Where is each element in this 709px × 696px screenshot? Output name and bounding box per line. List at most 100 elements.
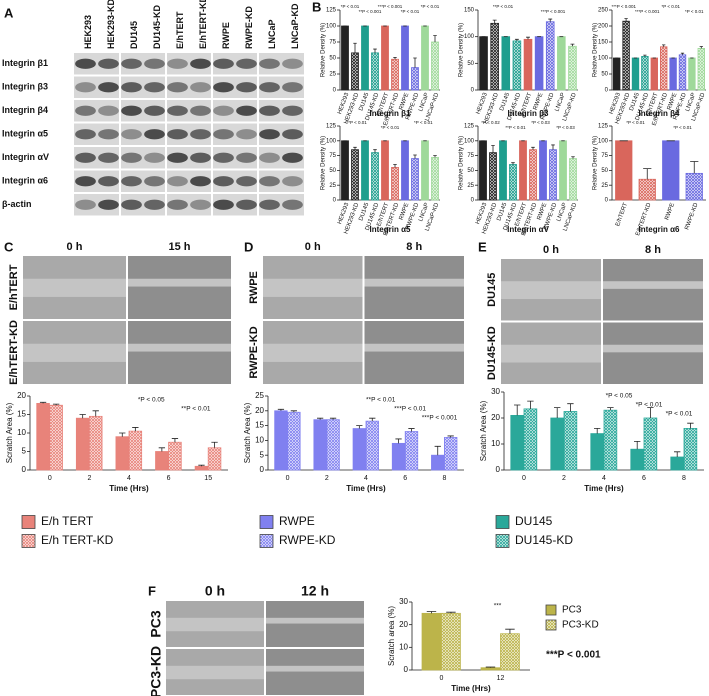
error-bar bbox=[687, 422, 694, 429]
blot-band bbox=[144, 129, 165, 140]
annotation: **P < 0.01 bbox=[505, 125, 526, 130]
error-bar bbox=[624, 18, 628, 22]
y-tick-label: 100 bbox=[598, 138, 609, 144]
bar bbox=[431, 454, 445, 471]
blot-column-label: DU145-KD bbox=[152, 4, 162, 49]
blot-row-label: Integrin αV bbox=[2, 152, 49, 162]
error-bar bbox=[548, 18, 553, 22]
annotation: ***P < 0.001 bbox=[541, 9, 566, 14]
error-bar bbox=[373, 149, 377, 153]
y-tick-label: 15 bbox=[255, 421, 264, 430]
blot-band bbox=[259, 105, 280, 116]
bar bbox=[421, 25, 429, 91]
error-bar bbox=[373, 48, 377, 53]
time-label: 0 h bbox=[305, 241, 321, 253]
annotation: **P < 0.01 bbox=[366, 397, 396, 404]
legend-label: DU145-KD bbox=[515, 533, 573, 547]
blot-band bbox=[121, 58, 142, 69]
bar bbox=[479, 140, 487, 201]
bar bbox=[638, 178, 656, 201]
blot-band bbox=[98, 176, 119, 187]
x-tick-label: 2 bbox=[325, 475, 329, 482]
error-bar bbox=[647, 407, 654, 418]
error-bar bbox=[171, 438, 179, 443]
bar bbox=[479, 36, 488, 91]
y-tick-label: 200 bbox=[598, 24, 609, 30]
bar bbox=[670, 456, 684, 471]
scratch-image bbox=[603, 322, 703, 384]
bar bbox=[155, 451, 169, 471]
legend-label: RWPE-KD bbox=[279, 533, 336, 547]
panel-letter: A bbox=[4, 5, 14, 20]
bar bbox=[519, 140, 527, 201]
error-bar bbox=[408, 428, 415, 432]
annotation: *P < 0.03 bbox=[531, 120, 550, 125]
blot-band bbox=[98, 129, 119, 140]
bar bbox=[669, 57, 677, 91]
y-tick-label: 10 bbox=[491, 439, 500, 448]
blot-band bbox=[167, 199, 188, 210]
bar bbox=[391, 442, 406, 471]
blot-row-label: Integrin α6 bbox=[2, 176, 48, 186]
scratch-image bbox=[603, 259, 703, 321]
bar bbox=[613, 57, 621, 91]
error-bar bbox=[395, 438, 402, 444]
scratch-gap bbox=[166, 617, 264, 632]
blot-band bbox=[98, 105, 119, 116]
error-bar bbox=[39, 401, 47, 404]
blot-band bbox=[144, 199, 165, 210]
x-tick-label: RWPE bbox=[533, 92, 545, 111]
x-tick-label: 6 bbox=[403, 475, 407, 482]
y-tick-label: 150 bbox=[464, 8, 475, 14]
scratch-image bbox=[364, 321, 464, 384]
x-tick-label: 2 bbox=[562, 475, 566, 482]
error-bar bbox=[356, 425, 363, 429]
bar bbox=[529, 149, 537, 201]
error-bar bbox=[491, 145, 495, 153]
error-bar bbox=[277, 408, 285, 411]
blot-strip bbox=[74, 100, 304, 122]
bar bbox=[500, 633, 520, 671]
blot-band bbox=[213, 82, 234, 93]
error-bar bbox=[413, 154, 417, 159]
row-label: DU145 bbox=[486, 273, 498, 307]
error-bar bbox=[570, 43, 575, 47]
error-bar bbox=[434, 445, 441, 456]
blot-band bbox=[190, 152, 211, 163]
x-tick-label: 4 bbox=[364, 475, 368, 482]
bar bbox=[697, 48, 705, 91]
y-tick-label: 50 bbox=[329, 168, 336, 174]
legend-label: RWPE bbox=[279, 514, 315, 528]
bar bbox=[443, 437, 458, 471]
y-tick-label: 75 bbox=[329, 153, 336, 159]
y-tick-label: 50 bbox=[601, 72, 608, 78]
error-bar bbox=[674, 451, 681, 457]
legend-swatch bbox=[545, 619, 557, 631]
scratch-gap bbox=[364, 343, 464, 352]
bar bbox=[545, 21, 555, 91]
bar bbox=[539, 140, 547, 201]
blot-band bbox=[282, 199, 303, 210]
panel-letter: B bbox=[312, 0, 321, 14]
error-bar bbox=[571, 156, 575, 159]
y-tick-label: 0 bbox=[333, 88, 337, 94]
bar bbox=[534, 36, 544, 91]
legend-label: E/h TERT-KD bbox=[41, 533, 114, 547]
time-label: 15 h bbox=[168, 241, 190, 253]
time-label: 0 h bbox=[543, 244, 559, 256]
error-bar bbox=[514, 404, 521, 416]
y-axis-label: Relative Density (%) bbox=[321, 136, 327, 190]
blot-band bbox=[121, 129, 142, 140]
blot-column-label: RWPE-KD bbox=[244, 6, 254, 49]
annotation: **P < 0.001 bbox=[359, 9, 382, 14]
blot-strip bbox=[74, 147, 304, 169]
x-tick-label: RWPE bbox=[667, 92, 679, 111]
time-label: 8 h bbox=[645, 244, 661, 256]
bar bbox=[643, 417, 658, 471]
annotation: *P < 0.01 bbox=[421, 4, 440, 9]
scratch-gap bbox=[128, 343, 231, 352]
chart-title: Integrin α6 bbox=[639, 225, 680, 234]
annotation: *P < 0.01 bbox=[636, 402, 663, 409]
x-tick-label: RWPE bbox=[537, 202, 549, 221]
time-label: 12 h bbox=[301, 583, 329, 599]
